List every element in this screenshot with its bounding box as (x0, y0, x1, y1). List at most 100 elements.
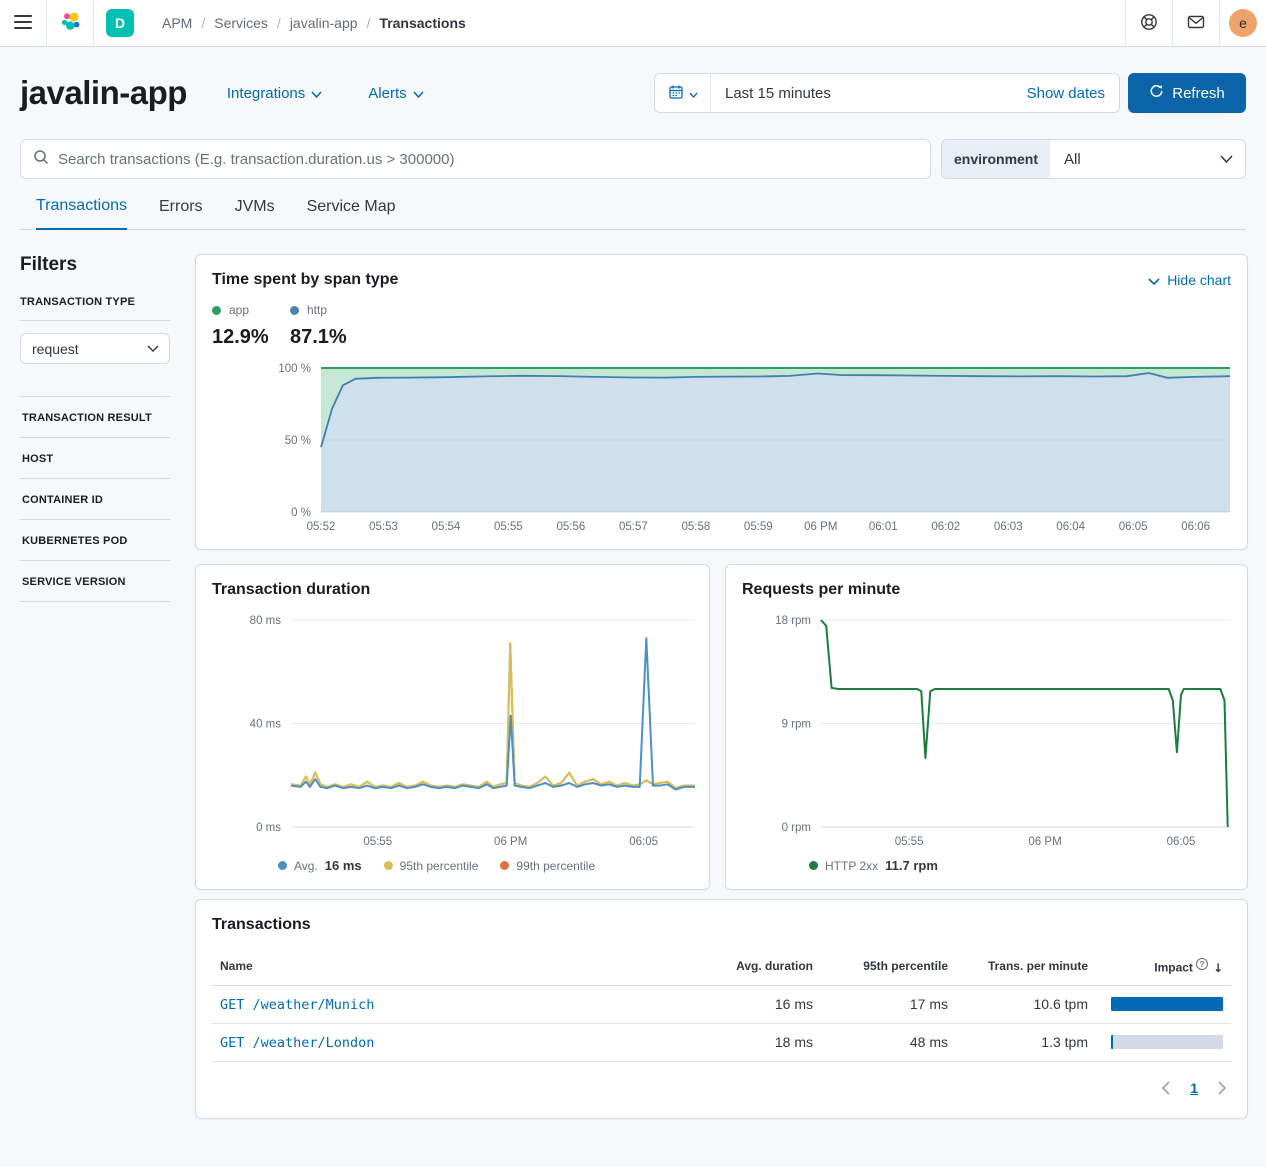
column-header-name[interactable]: Name (212, 948, 701, 985)
hide-chart-button[interactable]: Hide chart (1148, 272, 1231, 288)
breadcrumb-service-name[interactable]: javalin-app (290, 15, 358, 31)
app-percentage: 12.9% (212, 326, 290, 349)
hamburger-icon (14, 15, 32, 32)
service-header: javalin-app Integrations Alerts (20, 73, 1246, 113)
transaction-type-value: request (32, 341, 79, 357)
trans-per-minute-value: 1.3 tpm (956, 1023, 1096, 1061)
tab-transactions[interactable]: Transactions (36, 197, 127, 230)
transactions-table-panel: Transactions Name Avg. duration 95th per… (195, 899, 1248, 1119)
filters-title: Filters (20, 254, 170, 276)
panel-title: Requests per minute (742, 581, 1231, 599)
requests-per-minute-chart: 0 rpm9 rpm18 rpm05:5506 PM06:05 (742, 609, 1231, 849)
environment-value: All (1050, 140, 1220, 178)
column-header-95th-percentile[interactable]: 95th percentile (821, 948, 956, 985)
filters-sidebar: Filters TRANSACTION TYPE request TRANSAC… (20, 254, 170, 602)
y-axis-tick-label: 0 rpm (782, 822, 811, 834)
show-dates-button[interactable]: Show dates (1027, 85, 1105, 102)
legend-label: 99th percentile (516, 859, 595, 873)
quick-select-button[interactable] (655, 74, 711, 112)
x-axis-tick-label: 05:52 (307, 521, 336, 533)
filter-section-label: CONTAINER ID (22, 494, 168, 506)
legend-item-http[interactable]: http (290, 303, 368, 317)
next-page-button[interactable] (1218, 1081, 1227, 1095)
filter-section-service-version[interactable]: SERVICE VERSION (20, 561, 170, 601)
trans-per-minute-value: 10.6 tpm (956, 985, 1096, 1023)
legend-item-99th[interactable]: 99th percentile (500, 859, 595, 873)
panel-title: Transactions (212, 916, 1231, 934)
legend-dot (278, 861, 287, 870)
impact-bar (1111, 997, 1223, 1011)
alerts-menu-button[interactable]: Alerts (368, 85, 423, 102)
tab-jvms[interactable]: JVMs (235, 197, 275, 229)
table-row: GET /weather/London 18 ms 48 ms 1.3 tpm (212, 1023, 1231, 1061)
elastic-home-button[interactable] (47, 0, 93, 46)
transaction-link[interactable]: GET /weather/London (220, 1035, 374, 1051)
page-number-1[interactable]: 1 (1190, 1080, 1198, 1096)
impact-label: Impact (1154, 961, 1193, 975)
filter-section-kubernetes-pod[interactable]: KUBERNETES POD (20, 520, 170, 560)
column-header-avg-duration[interactable]: Avg. duration (701, 948, 821, 985)
tab-errors[interactable]: Errors (159, 197, 203, 229)
filter-section-container-id[interactable]: CONTAINER ID (20, 479, 170, 519)
divider (93, 0, 94, 46)
legend-value: 16 ms (325, 858, 362, 873)
filter-section-host[interactable]: HOST (20, 438, 170, 478)
integrations-menu-button[interactable]: Integrations (227, 85, 322, 102)
environment-select[interactable]: environment All (941, 139, 1246, 179)
y-axis-tick-label: 0 ms (256, 822, 281, 834)
space-badge[interactable]: D (106, 9, 134, 37)
95th-percentile-value: 17 ms (821, 985, 956, 1023)
time-range-value[interactable]: Last 15 minutes (725, 85, 831, 102)
user-menu-button[interactable]: e (1220, 0, 1266, 46)
help-button[interactable] (1126, 0, 1172, 46)
divider (20, 601, 170, 602)
legend-item-app[interactable]: app (212, 303, 290, 317)
refresh-button[interactable]: Refresh (1128, 73, 1246, 113)
avg-duration-value: 18 ms (701, 1023, 821, 1061)
column-header-trans-per-minute[interactable]: Trans. per minute (956, 948, 1096, 985)
legend-item-avg[interactable]: Avg. 16 ms (278, 858, 362, 873)
chevron-down-icon (1220, 140, 1245, 178)
elastic-logo-icon (59, 11, 81, 36)
legend-item-http-2xx[interactable]: HTTP 2xx 11.7 rpm (809, 858, 938, 873)
life-ring-icon (1139, 12, 1159, 35)
transaction-type-select[interactable]: request (20, 333, 170, 364)
search-input[interactable] (58, 151, 918, 168)
transaction-type-label: TRANSACTION TYPE (20, 296, 170, 308)
x-axis-tick-label: 06:01 (869, 521, 898, 533)
x-axis-tick-label: 05:55 (494, 521, 523, 533)
chevron-down-icon (1148, 272, 1160, 288)
transaction-link[interactable]: GET /weather/Munich (220, 997, 374, 1013)
chevron-down-icon (413, 85, 424, 102)
column-header-impact[interactable]: Impact?↓ (1096, 948, 1231, 985)
avatar: e (1229, 9, 1257, 37)
x-axis-tick-label: 06:03 (994, 521, 1023, 533)
y-axis-tick-label: 9 rpm (782, 719, 811, 731)
x-axis-tick-label: 06 PM (804, 521, 837, 533)
series-line-avg- (291, 638, 695, 789)
previous-page-button[interactable] (1161, 1081, 1170, 1095)
legend-label: app (229, 303, 249, 317)
service-tabs: Transactions Errors JVMs Service Map (20, 197, 1246, 230)
x-axis-tick-label: 06 PM (1028, 836, 1061, 848)
menu-button[interactable] (0, 0, 46, 46)
avg-duration-value: 16 ms (701, 985, 821, 1023)
chevron-down-icon (311, 85, 322, 102)
filter-section-transaction-result[interactable]: TRANSACTION RESULT (20, 397, 170, 437)
question-in-circle-icon[interactable]: ? (1196, 958, 1208, 970)
refresh-icon (1149, 84, 1164, 103)
x-axis-tick-label: 05:56 (557, 521, 586, 533)
newsfeed-button[interactable] (1173, 0, 1219, 46)
legend-item-95th[interactable]: 95th percentile (384, 859, 479, 873)
x-axis-tick-label: 06:05 (1119, 521, 1148, 533)
95th-percentile-value: 48 ms (821, 1023, 956, 1061)
environment-label: environment (942, 140, 1050, 178)
alerts-label: Alerts (368, 85, 406, 102)
filter-section-label: TRANSACTION RESULT (22, 412, 168, 424)
hide-chart-label: Hide chart (1167, 272, 1231, 288)
panel-title: Time spent by span type (212, 271, 398, 289)
breadcrumb-apm[interactable]: APM (162, 15, 192, 31)
breadcrumb-services[interactable]: Services (214, 15, 268, 31)
tab-service-map[interactable]: Service Map (307, 197, 396, 229)
y-axis-tick-label: 50 % (285, 435, 311, 447)
